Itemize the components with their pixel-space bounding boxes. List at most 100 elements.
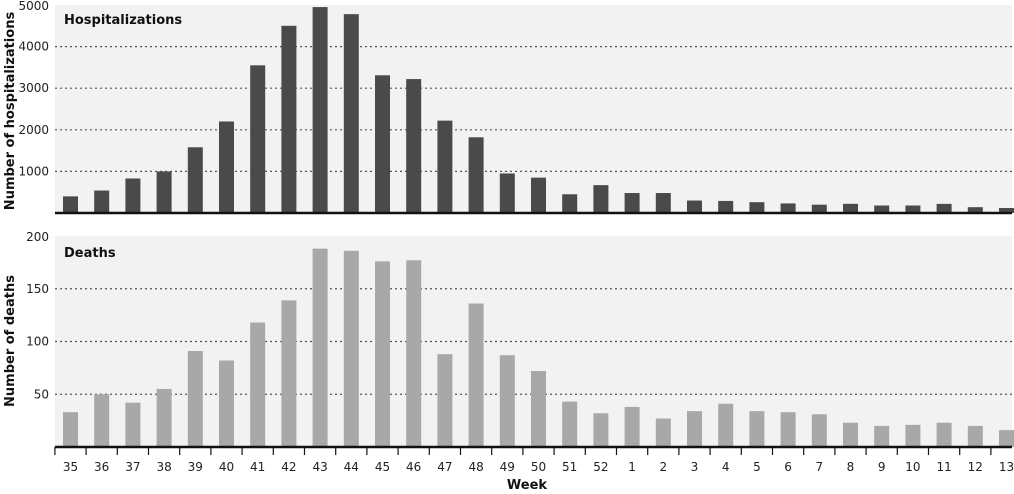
week-tick-label: 39	[188, 460, 203, 474]
week-tick-label: 36	[94, 460, 109, 474]
hospitalizations-bar	[593, 185, 609, 213]
week-tick-label: 43	[312, 460, 327, 474]
hospitalizations-bar	[125, 178, 141, 213]
week-tick-label: 11	[936, 460, 951, 474]
deaths-bar	[156, 388, 172, 447]
deaths-bar	[219, 360, 234, 447]
deaths-bar	[312, 248, 328, 447]
hospitalizations-bar	[281, 25, 297, 213]
week-tick-label: 49	[500, 460, 515, 474]
week-tick-label: 9	[878, 460, 886, 474]
hospitalizations-bars	[63, 7, 1014, 213]
hospitalizations-bar	[375, 75, 390, 213]
deaths-bar	[655, 418, 671, 447]
deaths-bar	[874, 425, 890, 447]
week-tick-label: 6	[784, 460, 792, 474]
hospitalizations-bar	[468, 137, 484, 213]
deaths-bar	[94, 394, 110, 447]
deaths-bar	[562, 401, 578, 447]
deaths-bar	[749, 411, 765, 447]
week-tick-label: 44	[344, 460, 359, 474]
hospitalizations-bar	[187, 147, 203, 213]
hospitalizations-bar	[718, 200, 734, 213]
deaths-bar	[718, 403, 734, 447]
hospitalizations-bar	[749, 202, 765, 213]
hospitalizations-bar	[936, 203, 952, 213]
week-tick-label: 46	[406, 460, 421, 474]
deaths-y-tick-label: 200	[26, 230, 49, 244]
deaths-bar	[406, 260, 422, 447]
week-tick-label: 41	[250, 460, 265, 474]
hospitalizations-bar	[63, 196, 78, 213]
hospitalizations-panel: 1000 2000 3000 4000 5000 Hospitalizations Nu…	[3, 0, 1014, 215]
hospitalizations-y-tick-label: 5000	[18, 0, 49, 13]
week-tick-label: 3	[691, 460, 699, 474]
deaths-panel-title: Deaths	[64, 246, 116, 261]
deaths-bar	[843, 422, 858, 447]
deaths-bar	[63, 412, 78, 447]
hospitalizations-bar	[999, 208, 1014, 213]
deaths-bar	[281, 300, 297, 447]
week-tick-label: 48	[468, 460, 483, 474]
deaths-bar	[250, 322, 266, 447]
hospitalizations-y-tick-labels: 1000 2000 3000 4000 5000	[18, 0, 49, 178]
hospitalizations-bar	[406, 79, 422, 213]
deaths-bar	[437, 354, 453, 447]
deaths-bar	[999, 430, 1014, 447]
hospitalizations-bar	[531, 177, 546, 213]
hospitalizations-bar	[655, 193, 671, 213]
week-tick-label: 5	[753, 460, 761, 474]
week-tick-label: 50	[531, 460, 546, 474]
deaths-bar	[343, 250, 359, 447]
deaths-y-axis-title: Number of deaths	[3, 275, 18, 407]
week-tick-label: 51	[562, 460, 577, 474]
week-tick-marks	[54, 447, 992, 455]
week-tick-label: 1	[628, 460, 636, 474]
week-tick-label: 42	[281, 460, 296, 474]
week-tick-label: 47	[437, 460, 452, 474]
week-tick-label: 2	[659, 460, 667, 474]
deaths-y-tick-labels: 50 100 150 200	[26, 230, 49, 401]
hospitalizations-y-tick-label: 3000	[18, 81, 49, 95]
deaths-bar	[187, 350, 203, 447]
deaths-y-tick-label: 50	[34, 387, 49, 401]
x-axis-title: Week	[507, 478, 548, 493]
hospitalizations-y-tick-label: 1000	[18, 164, 49, 178]
week-tick-label: 13	[999, 460, 1014, 474]
deaths-bar	[687, 411, 702, 447]
deaths-bar	[967, 425, 983, 447]
deaths-bar	[499, 355, 515, 447]
week-tick-label: 40	[219, 460, 234, 474]
hospitalizations-bar	[874, 205, 890, 213]
deaths-bar	[936, 422, 952, 447]
hospitalizations-bar	[156, 171, 172, 213]
hospitalizations-bar	[843, 203, 858, 213]
hospitalizations-panel-title: Hospitalizations	[64, 13, 182, 28]
deaths-bar	[780, 412, 796, 447]
week-tick-label: 37	[125, 460, 140, 474]
week-tick-label: 4	[722, 460, 730, 474]
hospitalizations-bar	[967, 207, 983, 213]
week-tick-label: 8	[847, 460, 855, 474]
hospitalizations-y-tick-label: 4000	[18, 40, 49, 54]
hospitalizations-bar	[343, 14, 359, 213]
hospitalizations-bar	[624, 193, 640, 213]
hospitalizations-bar	[250, 65, 266, 213]
deaths-y-tick-label: 100	[26, 335, 49, 349]
week-tick-label: 10	[905, 460, 920, 474]
deaths-bar	[531, 371, 546, 447]
deaths-bar	[624, 406, 640, 447]
deaths-bar	[468, 303, 484, 447]
hospitalizations-bar	[312, 7, 328, 213]
hospitalizations-bar	[905, 205, 921, 213]
hospitalizations-y-axis-title: Number of hospitalizations	[3, 12, 18, 211]
hospitalizations-y-tick-label: 2000	[18, 123, 49, 137]
week-tick-labels: 35 36 37 38 39 40 41 42 43 44 45 46 47 48 49 50 51 52 1 2 3 4…	[63, 460, 1014, 474]
hospitalizations-bar	[687, 200, 702, 213]
deaths-bar	[593, 413, 609, 447]
week-tick-label: 12	[968, 460, 983, 474]
deaths-bars	[63, 248, 1014, 447]
week-tick-label: 7	[815, 460, 823, 474]
deaths-bar	[811, 414, 827, 447]
